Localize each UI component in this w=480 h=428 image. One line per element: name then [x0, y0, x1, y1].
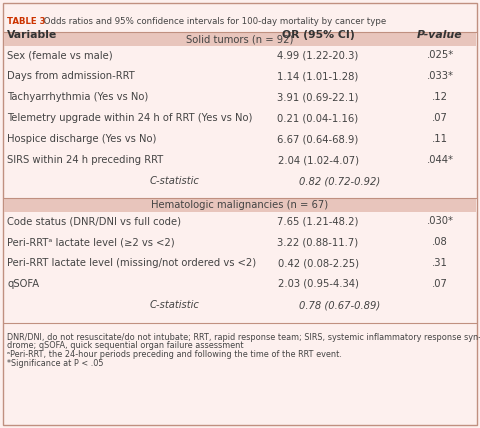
Text: Peri-RRTᵃ lactate level (≥2 vs <2): Peri-RRTᵃ lactate level (≥2 vs <2): [7, 237, 175, 247]
Text: Code status (DNR/DNI vs full code): Code status (DNR/DNI vs full code): [7, 216, 181, 226]
Text: .025*: .025*: [426, 50, 454, 60]
Text: .08: .08: [432, 237, 448, 247]
Text: .07: .07: [432, 113, 448, 123]
Text: ᵃPeri-RRT, the 24-hour periods preceding and following the time of the RRT event: ᵃPeri-RRT, the 24-hour periods preceding…: [7, 350, 342, 359]
Text: C-statistic: C-statistic: [150, 176, 200, 186]
Text: .033*: .033*: [427, 71, 454, 81]
Text: .31: .31: [432, 258, 448, 268]
Text: .12: .12: [432, 92, 448, 102]
Bar: [4, 198, 476, 212]
Text: qSOFA: qSOFA: [7, 279, 39, 289]
Text: OR (95% CI): OR (95% CI): [282, 30, 354, 40]
Text: Peri-RRT lactate level (missing/not ordered vs <2): Peri-RRT lactate level (missing/not orde…: [7, 258, 256, 268]
Text: Solid tumors (n = 92): Solid tumors (n = 92): [186, 34, 294, 44]
Text: Variable: Variable: [7, 30, 57, 40]
Text: TABLE 3: TABLE 3: [7, 17, 46, 26]
Text: 0.78 (0.67-0.89): 0.78 (0.67-0.89): [300, 300, 381, 310]
Text: 2.03 (0.95-4.34): 2.03 (0.95-4.34): [277, 279, 359, 289]
Text: 0.21 (0.04-1.16): 0.21 (0.04-1.16): [277, 113, 359, 123]
Text: .07: .07: [432, 279, 448, 289]
Text: Hospice discharge (Yes vs No): Hospice discharge (Yes vs No): [7, 134, 156, 144]
Text: Odds ratios and 95% confidence intervals for 100-day mortality by cancer type: Odds ratios and 95% confidence intervals…: [41, 17, 386, 26]
Text: .030*: .030*: [427, 216, 454, 226]
FancyBboxPatch shape: [3, 3, 477, 425]
Text: C-statistic: C-statistic: [150, 300, 200, 310]
Text: P-value: P-value: [417, 30, 463, 40]
Text: DNR/DNI, do not resuscitate/do not intubate; RRT, rapid response team; SIRS, sys: DNR/DNI, do not resuscitate/do not intub…: [7, 333, 480, 342]
Text: .044*: .044*: [427, 155, 454, 165]
Text: 1.14 (1.01-1.28): 1.14 (1.01-1.28): [277, 71, 359, 81]
Text: 3.22 (0.88-11.7): 3.22 (0.88-11.7): [277, 237, 359, 247]
Bar: [4, 32, 476, 46]
Text: Tachyarrhythmia (Yes vs No): Tachyarrhythmia (Yes vs No): [7, 92, 148, 102]
Text: .11: .11: [432, 134, 448, 144]
Text: SIRS within 24 h preceding RRT: SIRS within 24 h preceding RRT: [7, 155, 163, 165]
Text: Sex (female vs male): Sex (female vs male): [7, 50, 113, 60]
Text: Telemetry upgrade within 24 h of RRT (Yes vs No): Telemetry upgrade within 24 h of RRT (Ye…: [7, 113, 252, 123]
Text: Hematologic malignancies (n = 67): Hematologic malignancies (n = 67): [151, 200, 329, 210]
Text: 2.04 (1.02-4.07): 2.04 (1.02-4.07): [277, 155, 359, 165]
Text: 6.67 (0.64-68.9): 6.67 (0.64-68.9): [277, 134, 359, 144]
Text: *Significance at P < .05: *Significance at P < .05: [7, 359, 104, 368]
Text: Days from admission-RRT: Days from admission-RRT: [7, 71, 135, 81]
Text: 3.91 (0.69-22.1): 3.91 (0.69-22.1): [277, 92, 359, 102]
Text: 4.99 (1.22-20.3): 4.99 (1.22-20.3): [277, 50, 359, 60]
Text: 0.42 (0.08-2.25): 0.42 (0.08-2.25): [277, 258, 359, 268]
Text: 7.65 (1.21-48.2): 7.65 (1.21-48.2): [277, 216, 359, 226]
Text: drome; qSOFA, quick sequential organ failure assessment: drome; qSOFA, quick sequential organ fai…: [7, 341, 244, 350]
Text: 0.82 (0.72-0.92): 0.82 (0.72-0.92): [300, 176, 381, 186]
